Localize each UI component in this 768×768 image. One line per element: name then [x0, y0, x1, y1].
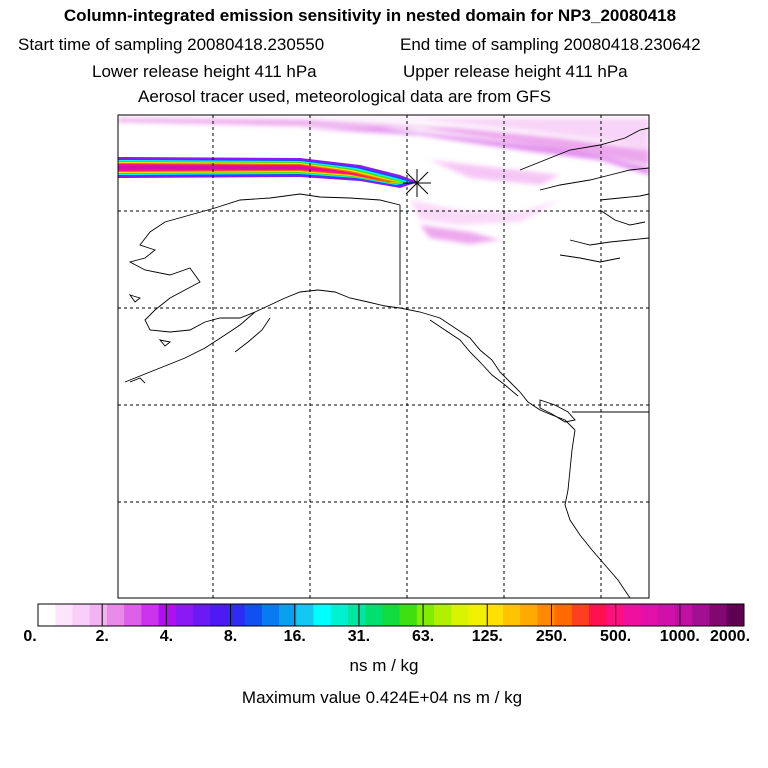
colorbar-swatch: [124, 604, 142, 626]
colorbar-tick-label: 2000.: [709, 628, 751, 645]
colorbar-swatch: [365, 604, 383, 626]
colorbar-swatch: [485, 604, 504, 626]
colorbar-tick-label: 31.: [347, 628, 371, 645]
colorbar-swatch: [313, 604, 332, 626]
colorbar-swatch: [623, 604, 642, 626]
colorbar-swatch: [227, 604, 246, 626]
colorbar-swatch: [296, 604, 315, 626]
colorbar-swatch: [210, 604, 228, 626]
colorbar-swatch: [468, 604, 487, 626]
colorbar-swatch: [141, 604, 160, 626]
colorbar-swatch: [692, 604, 711, 626]
colorbar-swatch: [640, 604, 659, 626]
plume-core: [118, 165, 340, 171]
colorbar-swatch: [537, 604, 556, 626]
graticule: [118, 115, 649, 598]
release-marker: [403, 169, 431, 197]
colorbar-swatch: [434, 604, 452, 626]
colorbar-tick-label: 0.: [23, 628, 37, 645]
start-time-label: Start time of sampling 20080418.230550: [18, 35, 325, 54]
colorbar-swatch: [520, 604, 538, 626]
colorbar-swatch: [399, 604, 418, 626]
colorbar-tick-label: 2.: [95, 628, 109, 645]
coastlines: [124, 127, 649, 598]
colorbar-swatch: [38, 604, 56, 626]
colorbar-swatch: [89, 604, 108, 626]
colorbar-tick-label: 125.: [471, 628, 503, 645]
colorbar-swatch: [175, 604, 194, 626]
sensitivity-field: [118, 118, 649, 244]
colorbar-swatch: [244, 604, 263, 626]
colorbar-swatch: [347, 604, 366, 626]
colorbar-swatch: [709, 604, 728, 626]
colorbar-swatch: [554, 604, 573, 626]
colorbar-swatch: [657, 604, 676, 626]
colorbar-swatch: [72, 604, 91, 626]
colorbar-tick-label: 4.: [159, 628, 174, 645]
colorbar-swatch: [675, 604, 693, 626]
colorbar-swatch: [382, 604, 401, 626]
tracer-label: Aerosol tracer used, meteorological data…: [138, 87, 551, 106]
end-time-label: End time of sampling 20080418.230642: [400, 35, 701, 54]
colorbar-outline: [37, 603, 745, 627]
colorbar-tick-label: 250.: [535, 628, 568, 645]
colorbar-swatch: [589, 604, 607, 626]
upper-release-label: Upper release height 411 hPa: [403, 62, 628, 81]
lower-release-label: Lower release height 411 hPa: [92, 62, 317, 81]
colorbar-swatch: [416, 604, 435, 626]
colorbar-swatch: [261, 604, 280, 626]
colorbar-swatch: [571, 604, 590, 626]
colorbar-swatch: [726, 604, 745, 626]
colorbar: [37, 603, 745, 627]
colorbar-swatch: [106, 604, 125, 626]
colorbar-units: ns m / kg: [349, 656, 419, 675]
page-title: Column-integrated emission sensitivity i…: [63, 6, 677, 25]
map-frame: [117, 114, 650, 599]
colorbar-swatch: [55, 604, 73, 626]
colorbar-swatch: [279, 604, 297, 626]
colorbar-tick-label: 500.: [600, 628, 632, 645]
colorbar-swatch: [502, 604, 521, 626]
colorbar-swatch: [606, 604, 624, 626]
colorbar-tick-label: 16.: [283, 628, 306, 645]
max-value-label: Maximum value 0.424E+04 ns m / kg: [241, 688, 523, 707]
colorbar-swatch: [192, 604, 211, 626]
colorbar-swatch: [330, 604, 349, 626]
colorbar-swatch: [158, 604, 177, 626]
colorbar-tick-label: 1000.: [659, 628, 700, 645]
colorbar-tick-label: 63.: [411, 628, 435, 645]
colorbar-tick-label: 8.: [223, 628, 238, 645]
colorbar-swatch: [451, 604, 469, 626]
